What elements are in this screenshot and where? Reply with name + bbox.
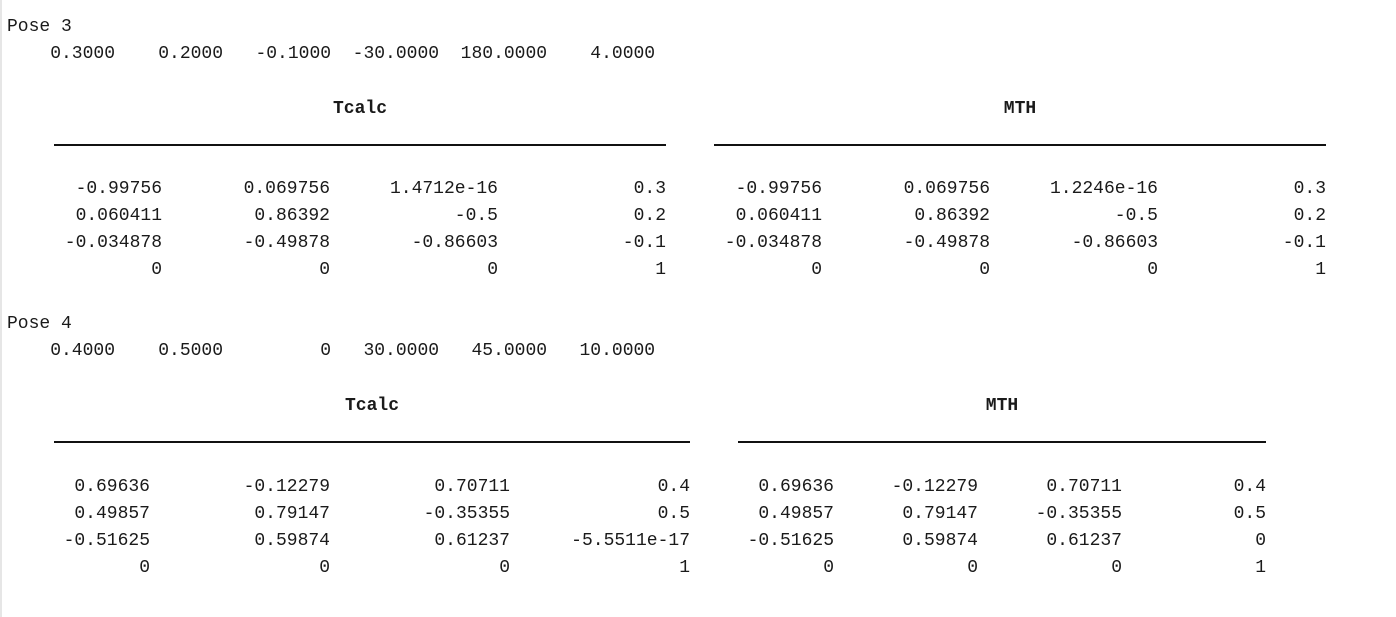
matrix-cell: -0.35355 [1035, 504, 1122, 524]
output-left-margin [0, 0, 2, 617]
pose-label: Pose 4 [7, 314, 72, 334]
table-header-rule [54, 144, 666, 146]
matrix-cell: 0 [319, 558, 330, 578]
matrix-cell: -0.034878 [64, 233, 162, 253]
matrix-cell: 0.49857 [758, 504, 834, 524]
pose-label: Pose 3 [7, 17, 72, 37]
table-header-rule [54, 441, 690, 443]
table-header-mth: MTH [985, 396, 1019, 416]
table-header-tcalc: Tcalc [332, 99, 387, 119]
matrix-cell: -0.5 [454, 206, 498, 226]
matrix-cell: 1.2246e-16 [1049, 179, 1158, 199]
matrix-cell: 1.4712e-16 [389, 179, 498, 199]
matrix-cell: 0.4 [1233, 477, 1266, 497]
matrix-cell: 0.59874 [902, 531, 978, 551]
matrix-cell: 1 [679, 558, 690, 578]
table-header-rule [714, 144, 1326, 146]
matrix-cell: 0.49857 [74, 504, 150, 524]
matrix-cell: -0.51625 [63, 531, 150, 551]
matrix-cell: 1 [1315, 260, 1326, 280]
table-header-mth: MTH [1003, 99, 1037, 119]
matrix-cell: 0.069756 [903, 179, 990, 199]
matrix-cell: -0.86603 [1071, 233, 1158, 253]
matrix-cell: -0.99756 [735, 179, 822, 199]
matrix-cell: 0.3 [1293, 179, 1326, 199]
matrix-cell: 0.060411 [735, 206, 822, 226]
matrix-cell: -0.51625 [747, 531, 834, 551]
matrix-cell: 0.2 [1293, 206, 1326, 226]
matrix-cell: 0 [139, 558, 150, 578]
matrix-cell: 0.59874 [254, 531, 330, 551]
matrix-cell: 0.86392 [914, 206, 990, 226]
matrix-cell: 0 [151, 260, 162, 280]
matrix-cell: -0.99756 [75, 179, 162, 199]
pose-parameters: 0.4000 0.5000 0 30.0000 45.0000 10.0000 [7, 341, 656, 361]
matrix-cell: 0 [1111, 558, 1122, 578]
matrix-cell: 0.70711 [1046, 477, 1122, 497]
matrix-cell: -0.49878 [903, 233, 990, 253]
matrix-cell: -0.1 [622, 233, 666, 253]
matrix-cell: 1 [655, 260, 666, 280]
matrix-cell: -0.034878 [724, 233, 822, 253]
matrix-cell: 0 [1147, 260, 1158, 280]
matrix-cell: 0.5 [657, 504, 690, 524]
matrix-cell: 0.3 [633, 179, 666, 199]
matrix-cell: 0.61237 [434, 531, 510, 551]
matrix-cell: 0.2 [633, 206, 666, 226]
matrix-cell: 0.79147 [254, 504, 330, 524]
matrix-cell: -0.12279 [243, 477, 330, 497]
matrix-cell: 0 [487, 260, 498, 280]
table-header-tcalc: Tcalc [344, 396, 399, 416]
matrix-cell: 0 [979, 260, 990, 280]
matrix-cell: 0.69636 [74, 477, 150, 497]
matrix-cell: -0.12279 [891, 477, 978, 497]
matrix-cell: 0 [1255, 531, 1266, 551]
matrix-cell: 0 [811, 260, 822, 280]
matrix-cell: -0.86603 [411, 233, 498, 253]
matrix-cell: 0.4 [657, 477, 690, 497]
table-header-rule [738, 441, 1266, 443]
matrix-cell: 0 [319, 260, 330, 280]
matrix-cell: -5.5511e-17 [571, 531, 690, 551]
matrix-cell: -0.1 [1282, 233, 1326, 253]
matrix-cell: 0 [967, 558, 978, 578]
matrix-cell: 0.069756 [243, 179, 330, 199]
matrix-cell: -0.35355 [423, 504, 510, 524]
matrix-cell: 0 [499, 558, 510, 578]
matrix-cell: 0.86392 [254, 206, 330, 226]
matrix-cell: -0.5 [1114, 206, 1158, 226]
matrix-cell: 0.69636 [758, 477, 834, 497]
matrix-cell: 0.79147 [902, 504, 978, 524]
matrix-cell: 1 [1255, 558, 1266, 578]
matrix-cell: 0.060411 [75, 206, 162, 226]
matrix-cell: 0.70711 [434, 477, 510, 497]
matrix-cell: 0.61237 [1046, 531, 1122, 551]
matrix-cell: 0.5 [1233, 504, 1266, 524]
pose-parameters: 0.3000 0.2000 -0.1000 -30.0000 180.0000 … [7, 44, 656, 64]
matrix-cell: 0 [823, 558, 834, 578]
matrix-cell: -0.49878 [243, 233, 330, 253]
